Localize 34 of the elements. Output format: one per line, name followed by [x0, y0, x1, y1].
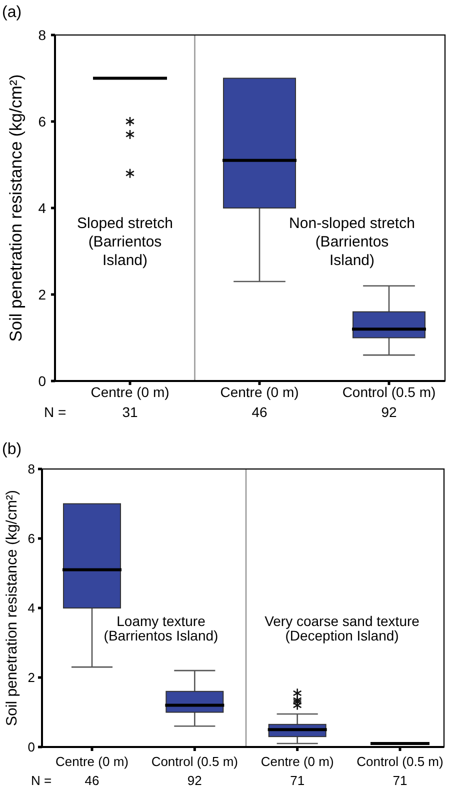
text: 46	[84, 773, 100, 788]
y-tick-label: 4	[38, 200, 46, 216]
text: 92	[381, 404, 397, 420]
x-tick-label: Centre (0 m)	[220, 384, 299, 400]
y-tick-label: 6	[28, 531, 35, 546]
y-tick-label: 8	[28, 462, 35, 476]
x-tick-label: Centre (0 m)	[90, 384, 170, 400]
text: 71	[290, 773, 305, 788]
text: 71	[392, 773, 408, 788]
y-tick-label: 2	[38, 286, 46, 302]
y-axis-title: Soil penetration resistance (kg/cm²)	[4, 490, 20, 726]
text: N =	[44, 404, 66, 420]
text: N =	[31, 773, 52, 788]
annotation: Sloped stretch (Barrientos Island)	[77, 215, 173, 269]
x-tick-label: Control (0.5 m)	[151, 754, 238, 769]
y-tick-label: 4	[28, 600, 35, 616]
x-tick-label: Control (0.5 m)	[356, 754, 444, 769]
chart-title: (a)	[2, 4, 22, 21]
y-tick-label: 2	[28, 670, 35, 685]
y-tick-label: 0	[38, 373, 46, 389]
y-tick-label: 0	[28, 740, 35, 754]
annotation: Loamy texture (Barrientos Island)	[104, 613, 218, 644]
text: 92	[187, 773, 202, 788]
y-axis-title: Soil penetration resistance (kg/cm²)	[6, 74, 26, 342]
x-tick-label: Centre (0 m)	[260, 754, 334, 769]
y-tick-label: 8	[38, 27, 46, 43]
y-tick-label: 6	[38, 114, 46, 130]
x-tick-label: Control (0.5 m)	[342, 384, 436, 400]
annotation: Very coarse sand texture (Deception Island)	[264, 613, 420, 644]
x-tick-label: Centre (0 m)	[56, 754, 128, 769]
annotation: Non-sloped stretch (Barrientos Island)	[289, 215, 415, 269]
text: 46	[252, 404, 268, 420]
text: 31	[122, 404, 138, 420]
chart-title: (b)	[2, 441, 22, 458]
